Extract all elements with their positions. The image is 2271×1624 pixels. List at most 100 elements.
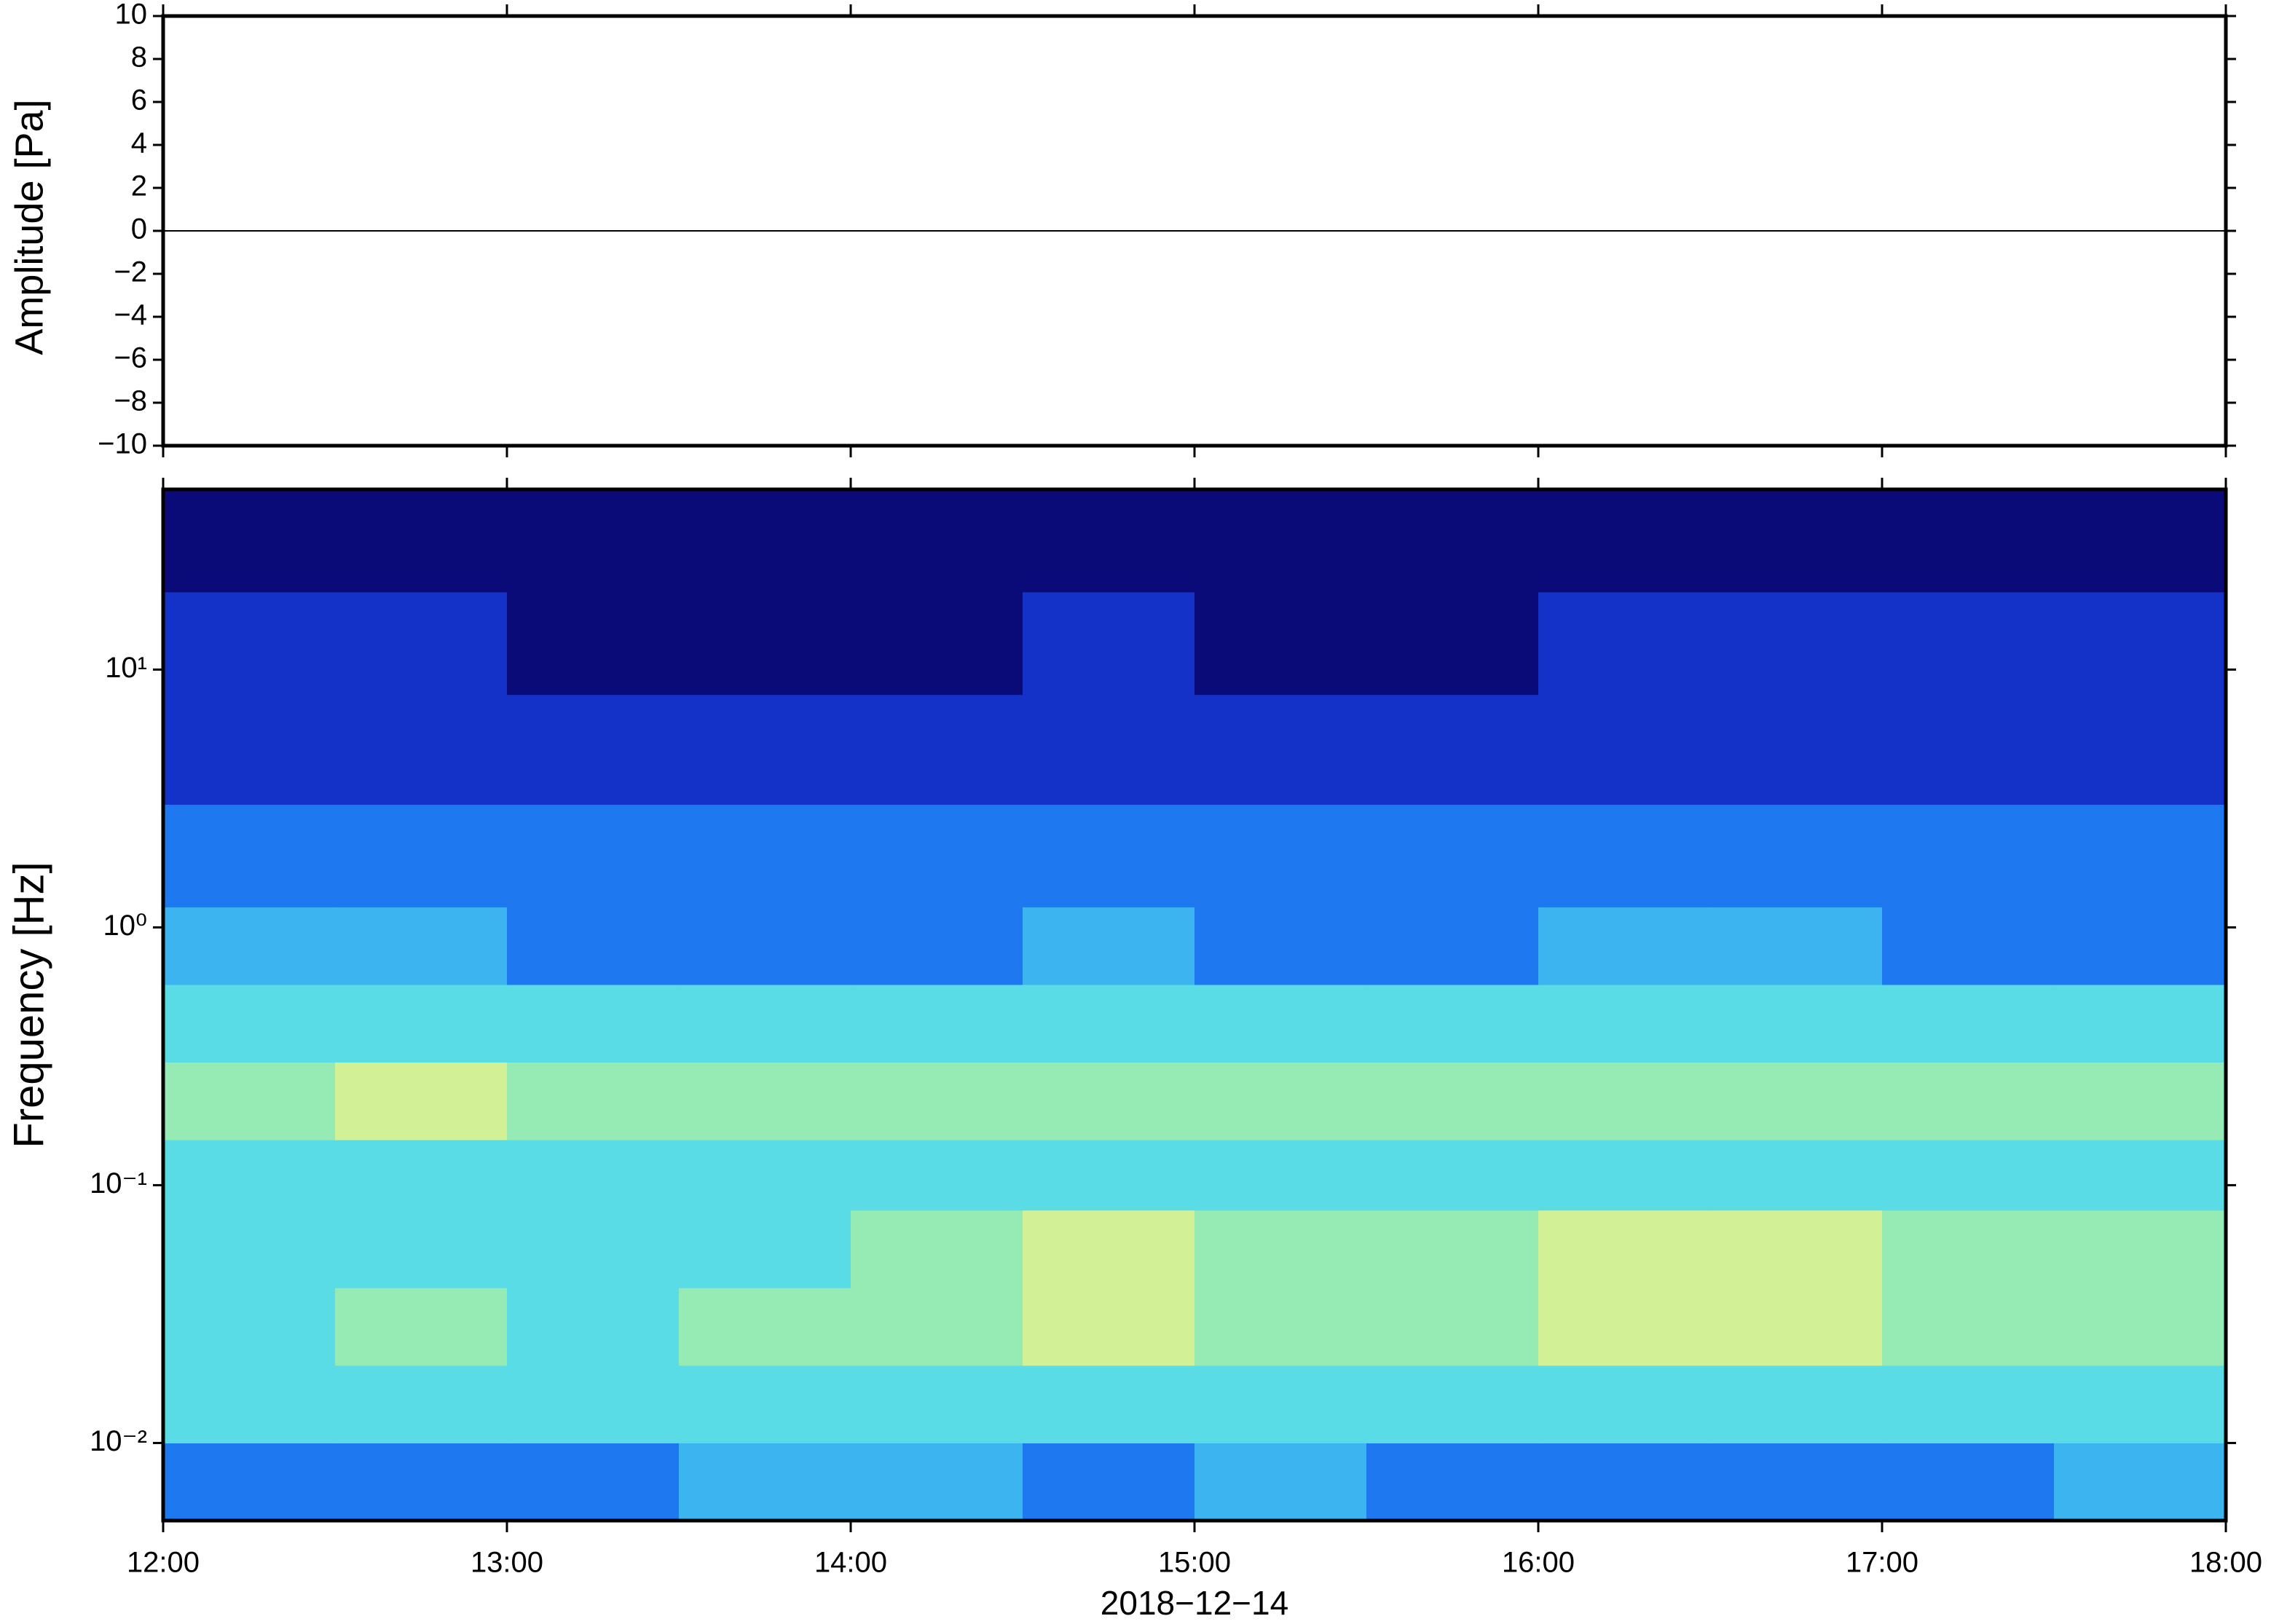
heatmap-cell bbox=[851, 907, 1023, 985]
y-tick-label: −10 bbox=[98, 428, 147, 460]
heatmap-cell bbox=[163, 591, 336, 695]
heatmap-cell bbox=[507, 1443, 680, 1521]
heatmap-cell bbox=[2054, 694, 2227, 805]
heatmap-cell bbox=[1882, 489, 2055, 593]
heatmap-cell bbox=[1366, 984, 1539, 1063]
heatmap-cell bbox=[1366, 1365, 1539, 1443]
heatmap-cell bbox=[1710, 907, 1883, 985]
heatmap-cell bbox=[1023, 1443, 1195, 1521]
heatmap-cell bbox=[1710, 1288, 1883, 1366]
heatmap-cell bbox=[1882, 1365, 2055, 1443]
heatmap-cell bbox=[163, 1443, 336, 1521]
heatmap-cell bbox=[1194, 591, 1367, 695]
y-tick-label: 10⁻² bbox=[90, 1425, 147, 1457]
heatmap-cell bbox=[507, 907, 680, 985]
heatmap-cell bbox=[1710, 984, 1883, 1063]
heatmap-cell bbox=[335, 489, 508, 593]
heatmap-cell bbox=[163, 907, 336, 985]
y-tick-label: 6 bbox=[131, 84, 147, 117]
heatmap-cell bbox=[1882, 591, 2055, 695]
heatmap-cell bbox=[507, 984, 680, 1063]
heatmap-cell bbox=[2054, 1062, 2227, 1140]
heatmap-cell bbox=[335, 804, 508, 907]
heatmap-cell bbox=[335, 1140, 508, 1211]
heatmap-cell bbox=[2054, 804, 2227, 907]
heatmap-cell bbox=[1882, 1062, 2055, 1140]
heatmap-cell bbox=[163, 1062, 336, 1140]
heatmap-cell bbox=[507, 1062, 680, 1140]
heatmap-cell bbox=[335, 907, 508, 985]
heatmap-cell bbox=[1538, 1140, 1711, 1211]
heatmap-cell bbox=[679, 1365, 851, 1443]
heatmap-cell bbox=[507, 804, 680, 907]
heatmap-cell bbox=[851, 1443, 1023, 1521]
heatmap-cell bbox=[679, 1140, 851, 1211]
heatmap-cell bbox=[335, 1210, 508, 1288]
heatmap-cell bbox=[163, 1288, 336, 1366]
y-axis-label: Frequency [Hz] bbox=[5, 862, 52, 1148]
x-tick-label: 18:00 bbox=[2189, 1547, 2262, 1579]
heatmap-cell bbox=[1194, 907, 1367, 985]
heatmap-cell bbox=[1882, 1140, 2055, 1211]
heatmap-cell bbox=[1538, 907, 1711, 985]
heatmap-cell bbox=[163, 1140, 336, 1211]
heatmap-cell bbox=[851, 1365, 1023, 1443]
heatmap-cell bbox=[1366, 1288, 1539, 1366]
x-tick-label: 15:00 bbox=[1158, 1547, 1231, 1579]
heatmap-cell bbox=[1882, 1288, 2055, 1366]
heatmap-cell bbox=[335, 1062, 508, 1140]
heatmap-cell bbox=[1194, 804, 1367, 907]
y-tick-label: 2 bbox=[131, 170, 147, 202]
heatmap-cell bbox=[1023, 694, 1195, 805]
heatmap-cell bbox=[1710, 1140, 1883, 1211]
x-tick-label: 12:00 bbox=[127, 1547, 200, 1579]
heatmap-cell bbox=[2054, 907, 2227, 985]
x-tick-label: 14:00 bbox=[814, 1547, 887, 1579]
heatmap-cell bbox=[507, 694, 680, 805]
heatmap-cell bbox=[1023, 1365, 1195, 1443]
heatmap-cell bbox=[507, 1365, 680, 1443]
y-tick-label: 10¹ bbox=[105, 652, 147, 684]
heatmap-cell bbox=[335, 591, 508, 695]
heatmap-cell bbox=[679, 1443, 851, 1521]
heatmap-cell bbox=[1710, 1062, 1883, 1140]
heatmap-cell bbox=[335, 694, 508, 805]
heatmap-cell bbox=[1366, 1443, 1539, 1521]
heatmap-cell bbox=[163, 1365, 336, 1443]
heatmap-cell bbox=[507, 1140, 680, 1211]
heatmap-cell bbox=[679, 489, 851, 593]
heatmap-cell bbox=[851, 984, 1023, 1063]
heatmap-cell bbox=[1366, 489, 1539, 593]
heatmap-cell bbox=[1710, 1443, 1883, 1521]
y-tick-label: 8 bbox=[131, 42, 147, 74]
heatmap-cell bbox=[851, 804, 1023, 907]
heatmap-cell bbox=[335, 1443, 508, 1521]
heatmap-cell bbox=[1194, 984, 1367, 1063]
heatmap-cell bbox=[851, 694, 1023, 805]
heatmap-cell bbox=[851, 1062, 1023, 1140]
heatmap-cell bbox=[507, 1288, 680, 1366]
heatmap-cell bbox=[2054, 1210, 2227, 1288]
heatmap-cell bbox=[1538, 591, 1711, 695]
y-tick-label: −2 bbox=[114, 256, 147, 288]
x-tick-label: 17:00 bbox=[1846, 1547, 1918, 1579]
heatmap-cell bbox=[1882, 804, 2055, 907]
heatmap-cell bbox=[2054, 1140, 2227, 1211]
heatmap-cell bbox=[1538, 694, 1711, 805]
heatmap-cell bbox=[851, 1140, 1023, 1211]
y-tick-label: 10⁰ bbox=[103, 910, 147, 942]
heatmap-cell bbox=[1023, 489, 1195, 593]
heatmap-cell bbox=[2054, 1288, 2227, 1366]
heatmap-cell bbox=[163, 489, 336, 593]
heatmap-cell bbox=[1882, 1443, 2055, 1521]
heatmap-cell bbox=[1710, 1210, 1883, 1288]
heatmap-cell bbox=[1538, 1288, 1711, 1366]
heatmap-cell bbox=[1710, 489, 1883, 593]
heatmap-cell bbox=[1023, 907, 1195, 985]
heatmap-cell bbox=[1538, 984, 1711, 1063]
heatmap-cell bbox=[1366, 1140, 1539, 1211]
heatmap-cell bbox=[335, 1288, 508, 1366]
heatmap-cell bbox=[851, 1288, 1023, 1366]
